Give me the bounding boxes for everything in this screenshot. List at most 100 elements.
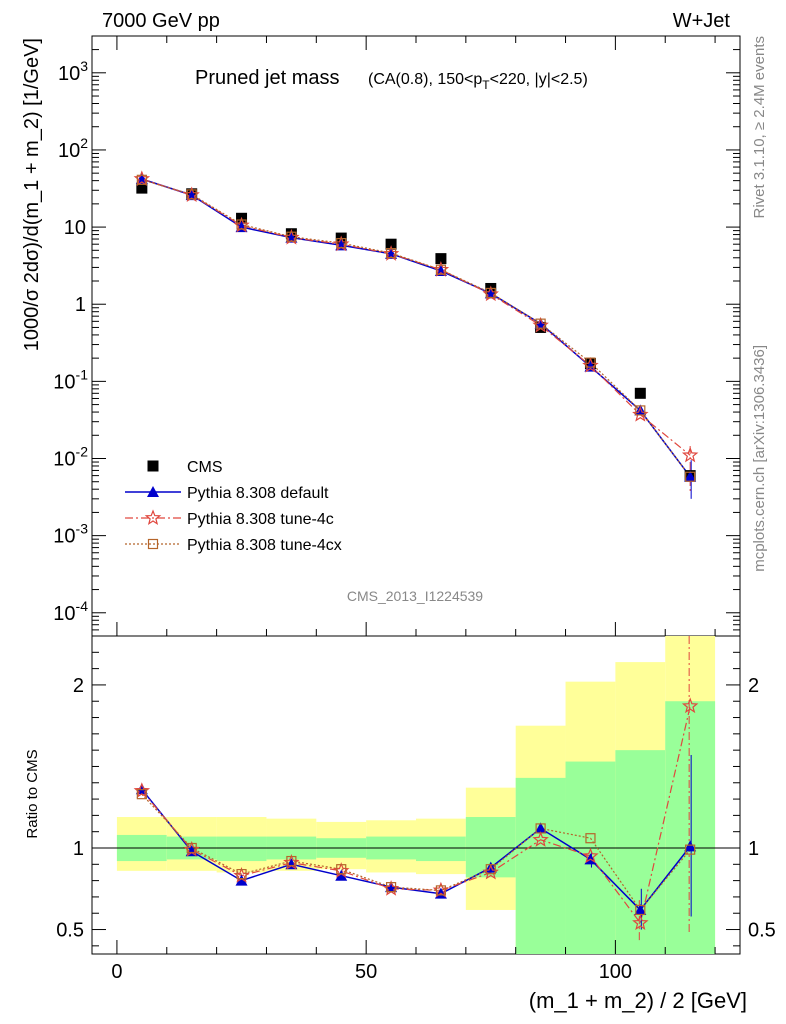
ratio-y-tick-label: 1 [73, 838, 84, 860]
y-tick-base: 10 [53, 526, 75, 548]
legend-label-cms: CMS [187, 459, 223, 476]
main-point-cms [136, 182, 148, 194]
ratio-point-tune4c [532, 831, 549, 847]
ratio-point-tune4c [582, 847, 599, 864]
main-point-tune4cx [385, 247, 397, 259]
y-tick-base: 10 [58, 140, 80, 162]
ratio-y-axis-label: Ratio to CMS [24, 749, 41, 838]
main-line-tune4c [141, 178, 691, 456]
plot-subtitle-post: <220, |y|<2.5) [490, 71, 588, 88]
band-inner-bin [416, 836, 466, 862]
x-tick-label: 50 [355, 961, 377, 983]
main-point-tune4cx [485, 287, 496, 299]
ratio-point-tune4c [133, 782, 151, 798]
y-tick-label: 102 [58, 135, 88, 162]
y-tick-base: 10 [53, 449, 75, 471]
ratio-y-tick-label-right: 0.5 [748, 920, 776, 942]
legend-marker-cms [147, 460, 159, 472]
ratio-point-default [534, 822, 547, 834]
ratio-point-tune4cx [585, 833, 596, 844]
main-y-axis-label: 1000/σ 2dσ)/d(m_1 + m_2) [1/GeV] [21, 38, 43, 351]
analysis-id: CMS_2013_I1224539 [347, 588, 483, 604]
ratio-point-tune4cx [385, 882, 397, 893]
main-point-default [684, 470, 697, 482]
plot-subtitle: (CA(0.8), 150<pT<220, |y|<2.5) [368, 71, 588, 92]
ratio-point-default [335, 869, 348, 881]
x-tick-label: 0 [111, 961, 122, 983]
ratio-point-tune4cx [186, 842, 197, 854]
rivet-label: Rivet 3.1.10, ≥ 2.4M events [751, 36, 768, 219]
main-point-tune4cx [685, 471, 696, 482]
legend-marker-default [147, 486, 159, 497]
y-tick-exponent: 3 [80, 58, 88, 74]
ratio-point-tune4cx [136, 789, 147, 800]
main-point-tune4cx [286, 231, 297, 242]
legend-label-default: Pythia 8.308 default [187, 485, 329, 502]
legend-label-tune4c: Pythia 8.308 tune-4c [187, 511, 334, 528]
x-tick-label: 100 [599, 961, 632, 983]
plot-subtitle-pre: (CA(0.8), 150<p [368, 71, 482, 88]
main-point-tune4cx [336, 237, 347, 249]
main-line-default [141, 178, 691, 478]
y-tick-label: 10-1 [53, 366, 88, 393]
y-tick-label: 1 [75, 294, 86, 316]
energy-label: 7000 GeV pp [102, 10, 220, 32]
main-line-tune4cx [141, 179, 691, 478]
plot-subtitle-sub: T [482, 78, 490, 92]
main-point-cms [435, 253, 447, 265]
ratio-y-tick-label: 0.5 [56, 920, 84, 942]
y-tick-exponent: 2 [80, 135, 88, 151]
main-point-tune4cx [635, 405, 646, 416]
ratio-point-default [634, 903, 647, 915]
ratio-plot: 0 50 100 0.5 0.5 1 1 2 2 [56, 636, 776, 983]
y-tick-label: 10-4 [53, 598, 88, 625]
main-point-tune4cx [186, 189, 197, 200]
main-point-tune4cx [236, 219, 247, 230]
legend-marker-tune4cx [147, 538, 159, 550]
ratio-y-tick-label-right: 2 [748, 675, 759, 697]
legend-marker-tune4c [144, 509, 162, 526]
ratio-point-tune4c [632, 914, 649, 931]
main-point-cms [634, 387, 646, 399]
main-point-tune4cx [136, 174, 147, 185]
ratio-point-default [285, 858, 298, 870]
y-tick-exponent: -4 [76, 598, 89, 614]
plot-title: Pruned jet mass [195, 67, 340, 89]
y-tick-label: 10-2 [53, 444, 88, 471]
band-inner-bin [615, 750, 666, 954]
y-tick-label: 10 [64, 217, 86, 239]
y-tick-exponent: -3 [76, 521, 89, 537]
ratio-point-default [684, 840, 697, 852]
ratio-point-tune4cx [435, 885, 447, 896]
band-inner-bin [216, 836, 267, 862]
main-point-tune4cx [585, 357, 596, 368]
ratio-y-tick-label-right: 1 [748, 838, 759, 860]
ratio-point-tune4cx [535, 823, 546, 834]
main-point-tune4c [681, 446, 699, 463]
plot-title-main: Pruned jet mass [195, 67, 340, 89]
y-tick-base: 10 [53, 371, 75, 393]
y-tick-label: 103 [58, 58, 88, 85]
main-point-tune4cx [535, 318, 546, 329]
y-tick-label: 10-3 [53, 521, 88, 548]
band-inner-bin [665, 701, 716, 954]
ratio-point-tune4c [681, 697, 699, 714]
y-tick-base: 10 [58, 63, 80, 85]
legend-label-tune4cx: Pythia 8.308 tune-4cx [187, 537, 342, 554]
ratio-line-tune4c [141, 705, 691, 925]
mcplots-label: mcplots.cern.ch [arXiv:1306.3436] [751, 345, 768, 572]
y-tick-exponent: -2 [76, 444, 89, 460]
y-tick-base: 10 [64, 217, 86, 239]
ratio-point-tune4cx [286, 855, 297, 867]
ratio-point-tune4cx [635, 904, 646, 916]
y-tick-exponent: -1 [76, 366, 89, 382]
ratio-point-tune4cx [685, 844, 696, 855]
x-axis-label: (m_1 + m_2) / 2 [GeV] [529, 988, 747, 1013]
ratio-point-tune4cx [485, 864, 496, 875]
process-label: W+Jet [673, 10, 731, 32]
ratio-point-tune4cx [336, 864, 347, 875]
y-tick-base: 1 [75, 294, 86, 316]
ratio-line-tune4cx [141, 793, 691, 911]
